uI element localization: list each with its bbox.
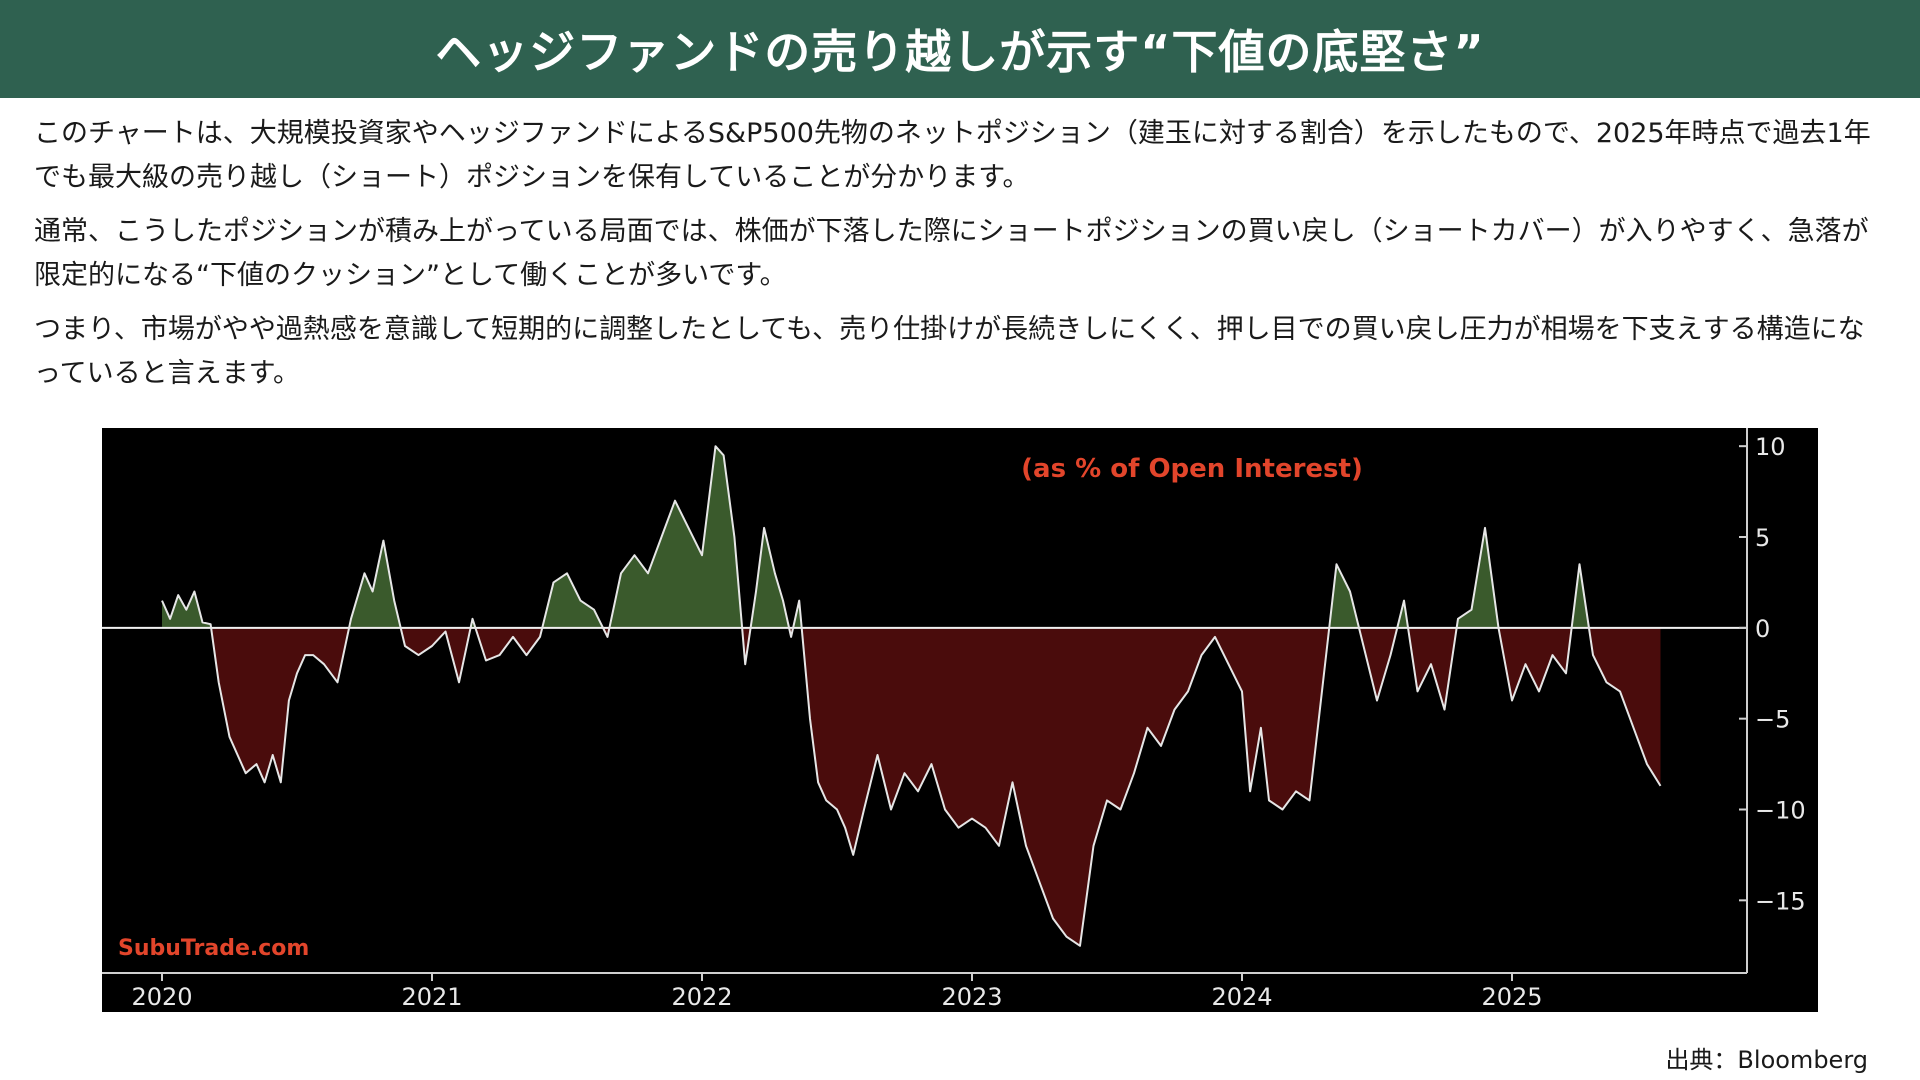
y-tick-label: −10 [1755, 797, 1806, 825]
title-banner: ヘッジファンドの売り越しが示す“下値の底堅さ” [0, 0, 1920, 98]
positioning-chart: (as % of Open Interest) SubuTrade.com 20… [102, 428, 1818, 1012]
y-tick-label: 5 [1755, 524, 1770, 552]
page-title: ヘッジファンドの売り越しが示す“下値の底堅さ” [435, 25, 1485, 79]
x-tick-label: 2023 [941, 983, 1002, 1011]
y-tick-label: −5 [1755, 706, 1790, 734]
chart-watermark: SubuTrade.com [118, 936, 309, 961]
x-tick-label: 2020 [131, 983, 192, 1011]
chart-subtitle: (as % of Open Interest) [1021, 454, 1363, 484]
x-tick-label: 2025 [1481, 983, 1542, 1011]
x-tick-label: 2024 [1211, 983, 1272, 1011]
paragraph-3: つまり、市場がやや過熱感を意識して短期的に調整したとしても、売り仕掛けが長続きし… [34, 314, 1865, 389]
chart-svg: (as % of Open Interest) SubuTrade.com 20… [102, 428, 1806, 1011]
paragraph-2: 通常、こうしたポジションが積み上がっている局面では、株価が下落した際にショートポ… [34, 216, 1869, 291]
y-tick-label: −15 [1755, 887, 1806, 915]
x-tick-label: 2021 [401, 983, 462, 1011]
description: このチャートは、大規模投資家やヘッジファンドによるS&P500先物のネットポジシ… [34, 112, 1886, 406]
source-credit: 出典：Bloomberg [1665, 1046, 1868, 1074]
negative-area [211, 627, 1661, 946]
series-line [161, 445, 1662, 947]
x-tick-label: 2022 [671, 983, 732, 1011]
y-tick-label: 0 [1755, 615, 1770, 643]
paragraph-1: このチャートは、大規模投資家やヘッジファンドによるS&P500先物のネットポジシ… [34, 118, 1871, 193]
y-tick-label: 10 [1755, 433, 1786, 461]
